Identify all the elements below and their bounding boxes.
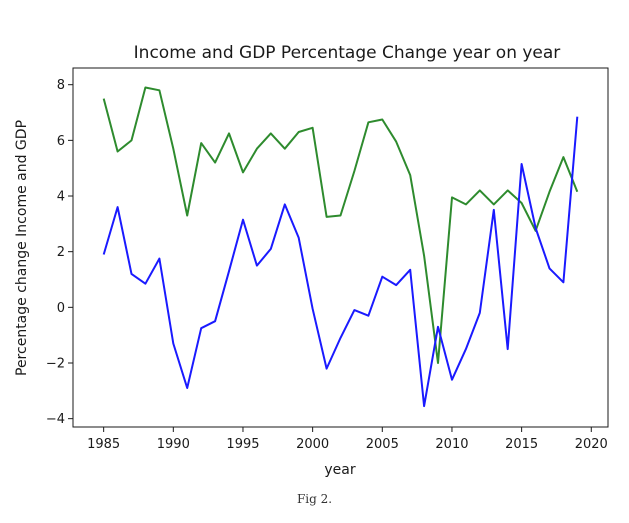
y-axis-label: Percentage change Income and GDP: [14, 120, 30, 376]
chart-title: Income and GDP Percentage Change year on…: [134, 43, 561, 63]
plot-area: [102, 86, 579, 408]
x-tick-label: 2020: [575, 437, 608, 452]
y-tick-label: 6: [57, 134, 65, 149]
y-tick-label: 8: [57, 78, 65, 93]
y-axis: −4 −2 0 2 4 6 8: [46, 78, 73, 427]
figure-caption: Fig 2.: [296, 492, 333, 506]
x-tick-label: 2005: [366, 437, 399, 452]
axes-frame: [72, 67, 609, 428]
y-tick-label: 4: [57, 190, 65, 205]
x-axis-label: year: [324, 462, 355, 478]
x-tick-label: 1990: [157, 437, 190, 452]
x-tick-label: 2015: [505, 437, 538, 452]
x-tick-label: 2000: [296, 437, 329, 452]
y-tick-label: 0: [57, 301, 65, 316]
y-tick-label: −4: [46, 412, 65, 427]
x-tick-label: 1995: [226, 437, 259, 452]
x-tick-label: 2010: [435, 437, 468, 452]
x-axis: 1985 1990 1995 2000 2005 2010 2015 2020: [87, 427, 608, 452]
series-line-2: [102, 116, 579, 408]
x-tick-label: 1985: [87, 437, 120, 452]
series-line-1: [102, 86, 579, 364]
y-tick-label: 2: [57, 245, 65, 260]
y-tick-label: −2: [46, 356, 65, 371]
